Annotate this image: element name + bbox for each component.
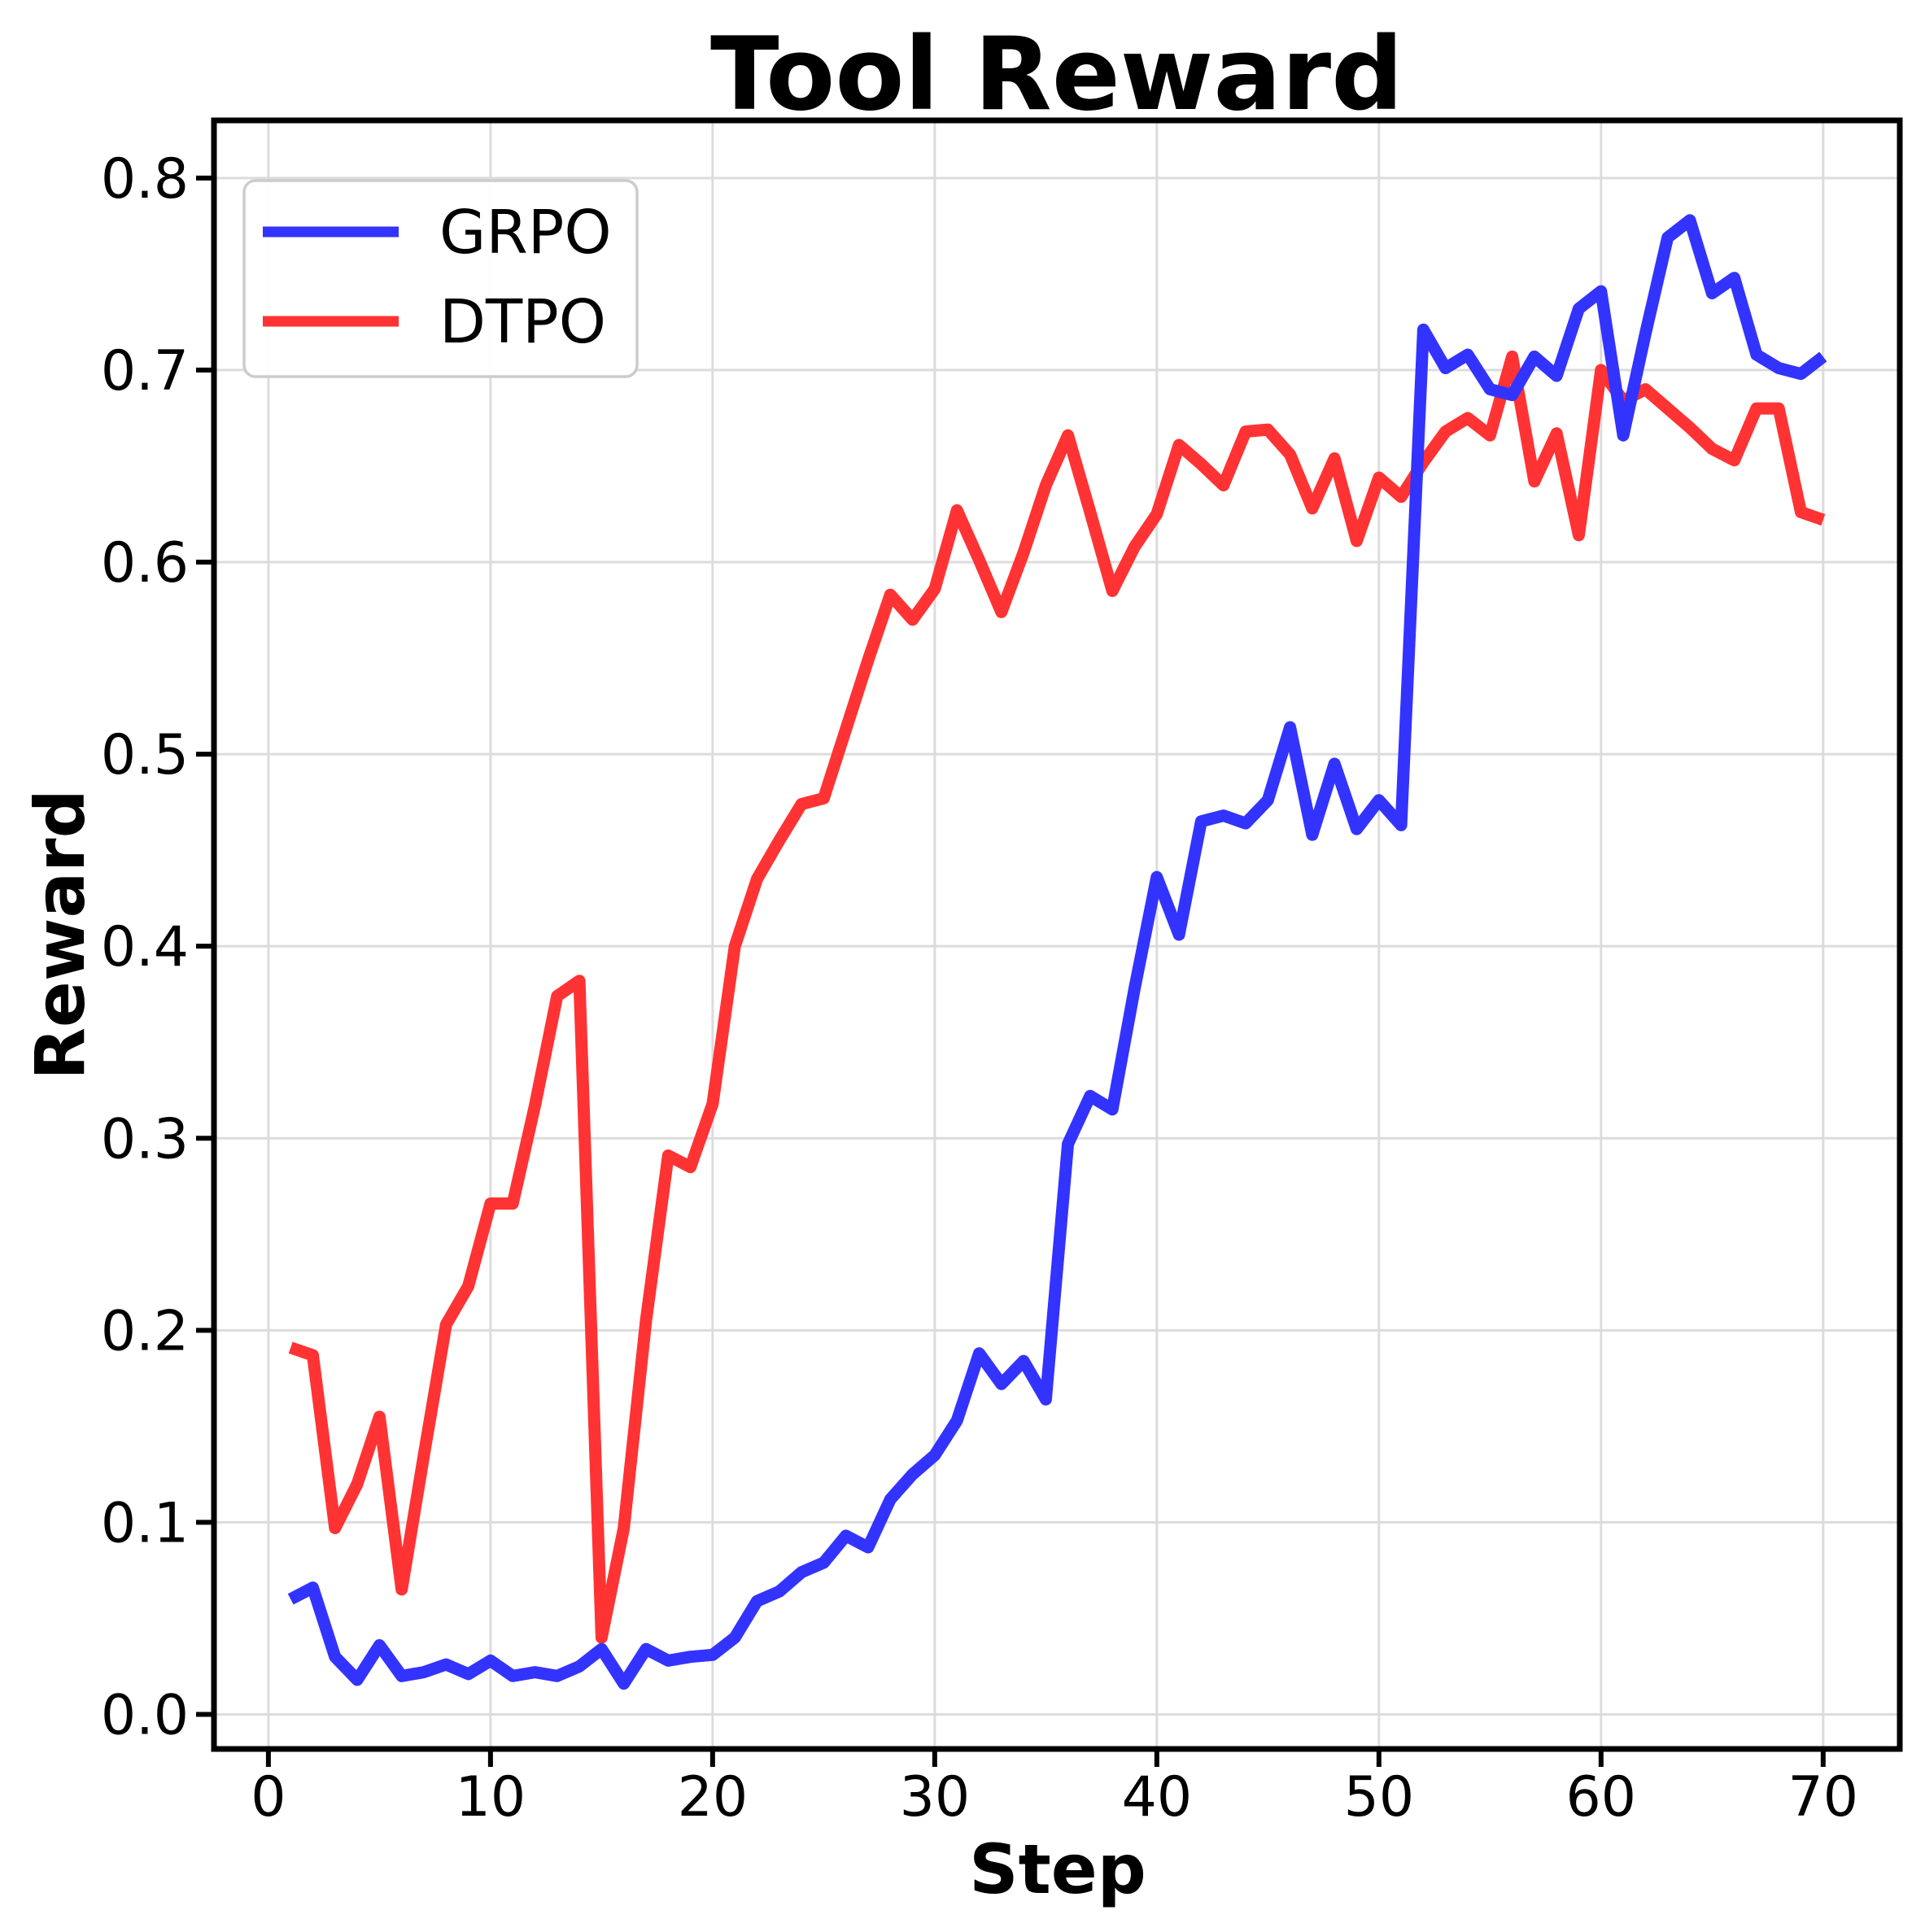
x-tick-label: 50	[1344, 1765, 1415, 1830]
y-tick-label: 0.6	[101, 531, 189, 595]
y-tick-label: 0.8	[101, 147, 189, 212]
series-line-grpo	[287, 214, 1827, 1690]
y-tick-label: 0.7	[101, 339, 189, 403]
y-tick-label: 0.0	[101, 1684, 189, 1748]
ticks-layer: 0 10 20 30 40 50 60 70 0.0 0.1 0.2 0.3 0.4 0.5 0.6 0.7 0…	[101, 147, 1858, 1830]
y-tick-label: 0.4	[101, 915, 189, 979]
x-tick-label: 70	[1788, 1765, 1859, 1830]
x-axis-label: Step	[969, 1830, 1146, 1909]
plot-frame	[211, 117, 1903, 1752]
y-axis-label: Reward	[20, 789, 100, 1080]
x-tick-label: 30	[900, 1765, 971, 1830]
y-tick-label: 0.1	[101, 1491, 189, 1555]
legend-label-dtpo: DTPO	[439, 287, 606, 357]
x-tick-label: 60	[1566, 1765, 1637, 1830]
y-tick-label: 0.5	[101, 723, 189, 787]
series-line-dtpo	[288, 350, 1826, 1644]
grid-layer	[214, 120, 1900, 1749]
legend: GRPO DTPO	[242, 179, 639, 378]
chart-title: Tool Reward	[710, 16, 1403, 133]
series-layer	[287, 214, 1827, 1690]
legend-label-grpo: GRPO	[439, 198, 612, 268]
y-tick-label: 0.3	[101, 1107, 189, 1171]
x-tick-label: 20	[678, 1765, 749, 1830]
x-tick-label: 0	[251, 1765, 286, 1830]
x-tick-label: 40	[1122, 1765, 1193, 1830]
y-tick-label: 0.2	[101, 1299, 189, 1363]
x-tick-label: 10	[456, 1765, 526, 1830]
